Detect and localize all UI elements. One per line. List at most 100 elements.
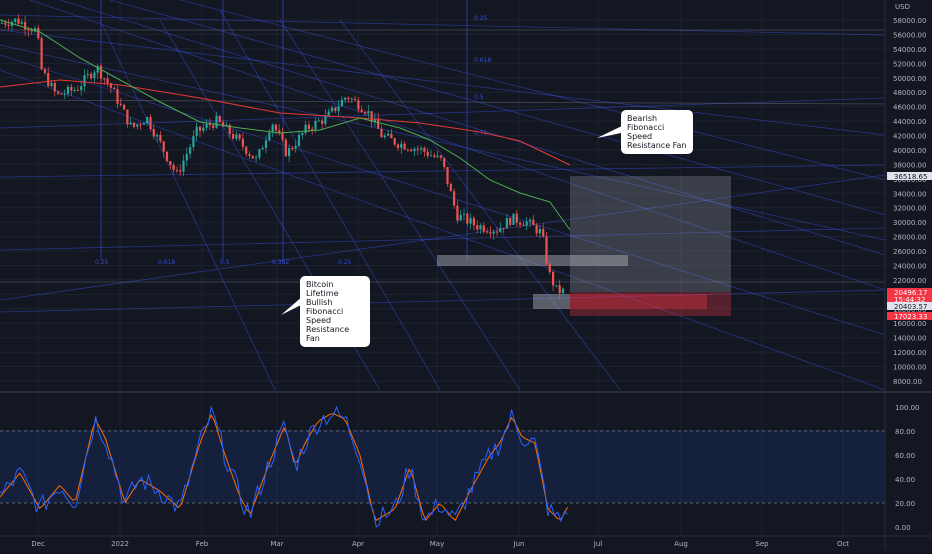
fib-label: 0.5 [220,259,230,266]
price-tick-label: 10000.00 [893,364,926,372]
bullish-fan-line [0,289,886,313]
candle-body [542,228,545,237]
candle-body [446,167,449,185]
candle-body [367,111,370,114]
candle-body [340,99,343,107]
candle-body [109,83,112,88]
oscillator-axis[interactable]: 100.00 80.00 60.00 40.00 20.00 0.00 [895,404,920,532]
horizontal-level-line [0,99,886,105]
candle-body [512,213,515,225]
candle-body [76,89,79,91]
bullish-fan-line [0,164,886,178]
candle-body [360,109,363,113]
time-tick-label: Jun [513,540,525,548]
candle-body [433,155,436,157]
candle-body [396,144,400,148]
bearish-callout-pointer [597,124,626,138]
candle-body [317,120,320,122]
bearish-fan-callout[interactable]: Bearish Fibonacci Speed Resistance Fan [621,110,693,154]
candle-body [505,218,508,229]
currency-label: USD [895,3,910,11]
price-tick-label: 56000.00 [893,31,926,39]
bullish-fan-callout[interactable]: Bitcoin Lifetime Bullish Fibonacci Speed… [300,276,370,347]
candle-body [436,155,439,157]
candle-body [192,135,195,148]
candle-body [228,124,231,135]
moving-averages [0,19,571,231]
candle-body [27,29,30,31]
candle-body [235,134,238,139]
bearish-fan-line [59,0,886,256]
candle-body [321,120,324,124]
price-tick-label: 32000.00 [893,205,926,213]
candle-body [538,228,541,234]
candle-body [251,155,254,159]
fib-label: 0.5 [474,94,484,101]
bullish-fan-line [0,227,886,251]
candle-body [129,122,132,125]
price-badge-bg [887,172,932,180]
candle-body [294,145,297,149]
candle-body [324,115,327,124]
candle-body [53,82,56,92]
candle-body [146,117,149,124]
candle-body [132,122,136,127]
candle-body [548,263,551,272]
candle-body [268,132,271,141]
price-axis[interactable]: USD 58000.00 56000.00 54000.00 52000.00 5000… [893,3,926,386]
candle-body [245,146,248,154]
bullish-fan-line [219,9,441,391]
price-tick-label: 48000.00 [893,89,926,97]
candle-body [255,157,258,159]
candle-body [297,134,301,146]
oscillator-tick-label: 60.00 [895,452,915,460]
candle-body [492,231,495,234]
candle-body [241,138,244,147]
candle-body [291,148,294,150]
candle-body [406,149,409,151]
candle-body [453,191,456,206]
candle-body [347,97,350,100]
candle-body [403,143,406,150]
bullish-callout-pointer [281,296,303,315]
candle-body [304,124,307,133]
candle-body [466,213,469,224]
candle-body [248,153,251,156]
candle-body [0,22,4,24]
bearish-fan-line [0,44,886,241]
time-tick-label: Mar [270,540,283,548]
candle-body [50,82,53,87]
candle-body [469,218,472,224]
candle-body [162,141,165,152]
price-tick-label: 44000.00 [893,118,926,126]
candle-body [20,22,23,24]
candle-body [400,143,403,148]
candle-body [311,128,314,130]
oscillator-band [0,430,885,503]
fib-label: 0.25 [95,259,109,266]
candle-body [373,118,376,123]
fib-label: 0.618 [474,57,491,64]
candle-body [439,155,442,158]
fib-label: 0.25 [338,259,352,266]
candle-body [522,224,525,226]
candle-body [459,214,462,221]
ma-200-line [0,79,571,166]
price-badge-bg [887,302,932,310]
ma-50-line [0,19,571,231]
candle-body [17,18,20,24]
candle-body [7,24,10,27]
candle-body [40,38,43,70]
time-axis[interactable]: Dec 2022 Feb Mar Apr May Jun Jul Aug Sep Oct [31,540,849,548]
time-tick-label: Aug [674,540,688,548]
candle-body [90,73,93,79]
candle-body [63,93,66,95]
candle-body [159,134,162,142]
candle-body [113,87,116,90]
fib-level-labels: 0.25 0.618 0.5 0.75 0.25 0.618 0.5 0.382 0.25 [95,15,491,266]
candle-body [60,93,63,95]
candle-body [519,222,522,225]
oscillator-tick-label: 100.00 [895,404,920,412]
